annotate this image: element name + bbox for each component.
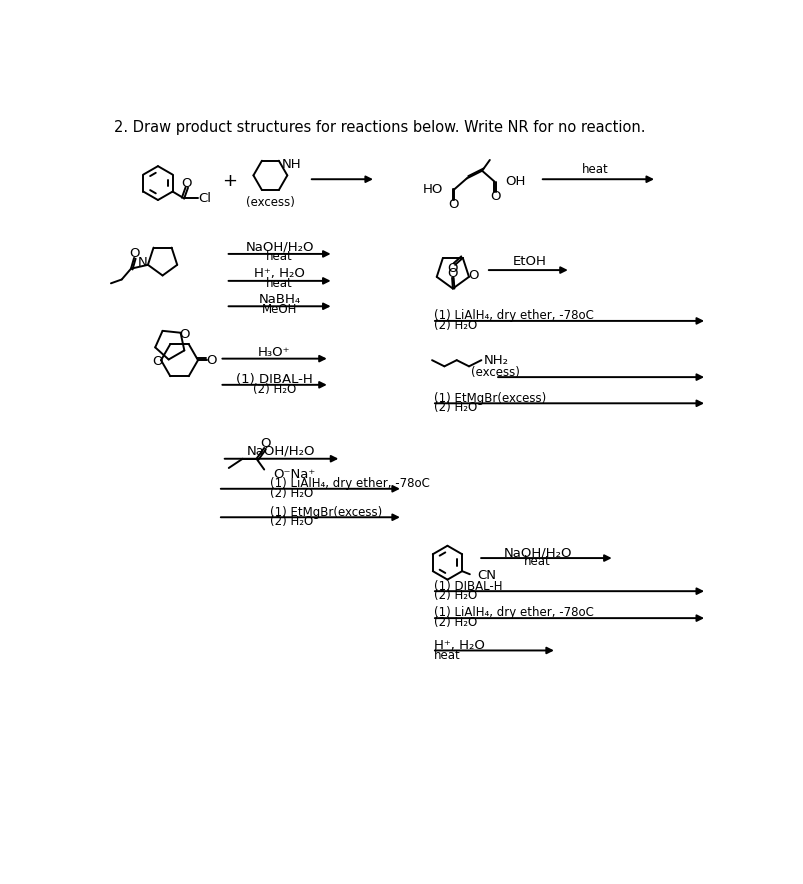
Text: NaOH/H₂O: NaOH/H₂O [503,546,571,560]
Text: NaBH₄: NaBH₄ [259,293,300,306]
Text: H⁺, H₂O: H⁺, H₂O [433,638,484,652]
Text: (2) H₂O: (2) H₂O [269,487,312,499]
Text: O⁻Na⁺: O⁻Na⁺ [273,468,316,481]
Text: (2) H₂O: (2) H₂O [433,590,476,602]
Text: CN: CN [477,568,496,582]
Text: NH: NH [282,158,301,171]
Text: O: O [206,354,217,367]
Text: (1) LiAlH₄, dry ether, -78oC: (1) LiAlH₄, dry ether, -78oC [433,606,593,619]
Text: (1) DIBAL-H: (1) DIBAL-H [235,373,312,386]
Text: O: O [260,437,271,450]
Text: (1) LiAlH₄, dry ether, -78oC: (1) LiAlH₄, dry ether, -78oC [269,476,429,490]
Text: O: O [152,354,162,368]
Text: O: O [446,263,457,275]
Text: Cl: Cl [198,192,211,205]
Text: (1) DIBAL-H: (1) DIBAL-H [433,580,502,593]
Text: O: O [181,177,191,189]
Text: NH₂: NH₂ [483,354,508,367]
Text: HO: HO [422,183,443,195]
Text: MeOH: MeOH [262,303,297,316]
Text: heat: heat [581,164,608,177]
Text: heat: heat [266,250,292,263]
Text: EtOH: EtOH [512,255,546,268]
Text: (excess): (excess) [471,366,519,379]
Text: OH: OH [504,175,525,188]
Text: O: O [179,328,190,340]
Text: O: O [129,247,140,260]
Text: (2) H₂O: (2) H₂O [433,616,476,629]
Text: (2) H₂O: (2) H₂O [269,515,312,529]
Text: O: O [448,198,459,211]
Text: heat: heat [524,555,550,568]
Text: (1) EtMgBr(excess): (1) EtMgBr(excess) [269,507,381,519]
Text: O: O [447,267,458,279]
Text: +: + [222,171,237,190]
Text: H₃O⁺: H₃O⁺ [258,346,290,359]
Text: N: N [137,256,147,269]
Text: H⁺, H₂O: H⁺, H₂O [254,268,304,280]
Text: (1) EtMgBr(excess): (1) EtMgBr(excess) [433,392,545,405]
Text: O: O [489,190,499,203]
Text: (excess): (excess) [246,196,295,209]
Text: NaOH/H₂O: NaOH/H₂O [247,445,315,458]
Text: heat: heat [266,278,292,291]
Text: NaOH/H₂O: NaOH/H₂O [245,240,313,254]
Text: (2) H₂O: (2) H₂O [252,383,296,396]
Text: O: O [468,269,479,282]
Text: (1) LiAlH₄, dry ether, -78oC: (1) LiAlH₄, dry ether, -78oC [433,309,593,322]
Text: (2) H₂O: (2) H₂O [433,401,476,415]
Text: 2. Draw product structures for reactions below. Write NR for no reaction.: 2. Draw product structures for reactions… [114,120,645,135]
Text: (2) H₂O: (2) H₂O [433,319,476,332]
Text: heat: heat [433,650,460,662]
